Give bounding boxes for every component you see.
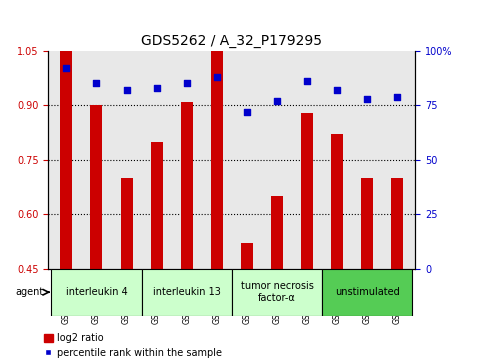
Point	[183, 81, 191, 86]
Point	[273, 98, 281, 104]
Bar	[181, 102, 193, 269]
Text: unstimulated: unstimulated	[335, 287, 399, 297]
Point	[333, 87, 341, 93]
Bar	[90, 105, 102, 269]
Point	[243, 109, 251, 115]
Bar	[60, 51, 72, 269]
Bar	[51, 269, 142, 316]
Bar	[142, 269, 232, 316]
Point	[62, 65, 70, 71]
Bar	[151, 142, 163, 269]
Text: agent: agent	[15, 287, 43, 297]
Bar	[301, 113, 313, 269]
Bar	[241, 243, 253, 269]
Bar	[211, 51, 223, 269]
Text: tumor necrosis
factor-α: tumor necrosis factor-α	[241, 281, 313, 303]
Bar	[331, 134, 343, 269]
Title: GDS5262 / A_32_P179295: GDS5262 / A_32_P179295	[142, 34, 322, 48]
Bar	[121, 178, 132, 269]
Point	[363, 96, 371, 102]
Bar	[322, 269, 412, 316]
Legend: log2 ratio, percentile rank within the sample: log2 ratio, percentile rank within the s…	[43, 333, 222, 358]
Point	[123, 87, 130, 93]
Bar	[361, 178, 373, 269]
Point	[303, 78, 311, 84]
Bar	[232, 269, 322, 316]
Point	[394, 94, 401, 99]
Text: interleukin 13: interleukin 13	[153, 287, 221, 297]
Bar	[391, 178, 403, 269]
Point	[153, 85, 160, 91]
Text: interleukin 4: interleukin 4	[66, 287, 128, 297]
Point	[213, 74, 221, 80]
Point	[93, 81, 100, 86]
Bar	[271, 196, 283, 269]
